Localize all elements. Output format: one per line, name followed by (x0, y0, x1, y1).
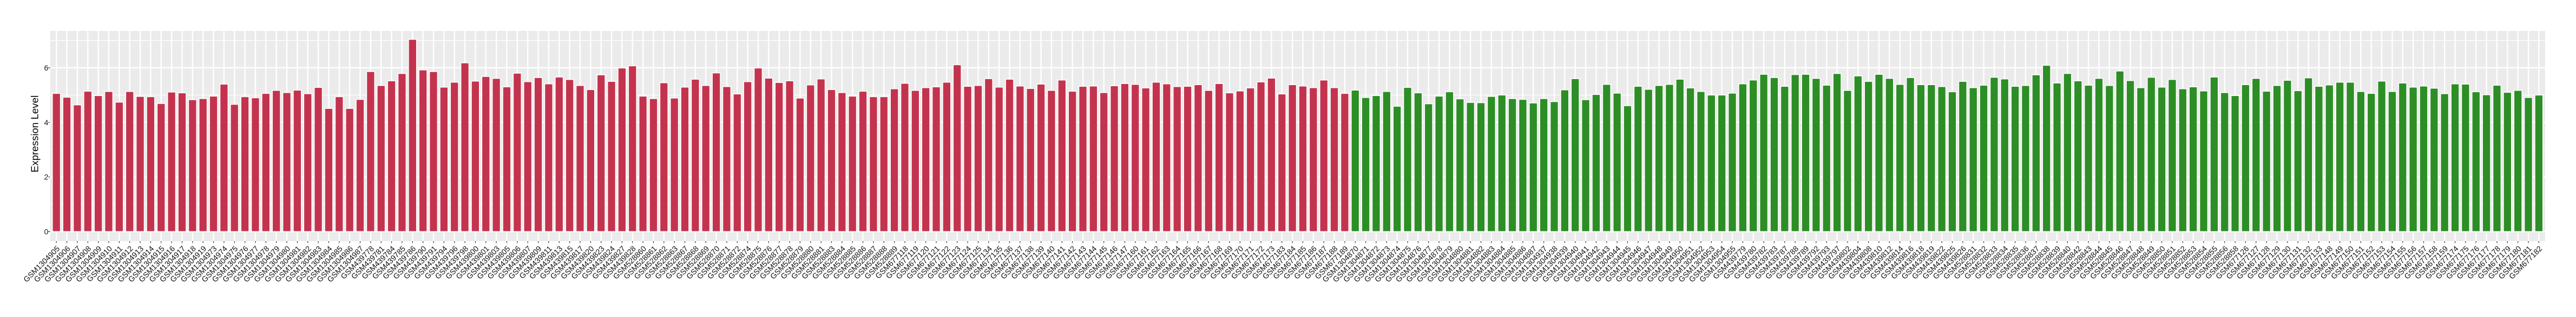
svg-text:0: 0 (44, 228, 49, 236)
svg-text:6: 6 (44, 64, 49, 73)
svg-text:4: 4 (44, 119, 49, 127)
svg-text:2: 2 (44, 173, 49, 182)
svg-text:Expression Level: Expression Level (29, 95, 41, 172)
